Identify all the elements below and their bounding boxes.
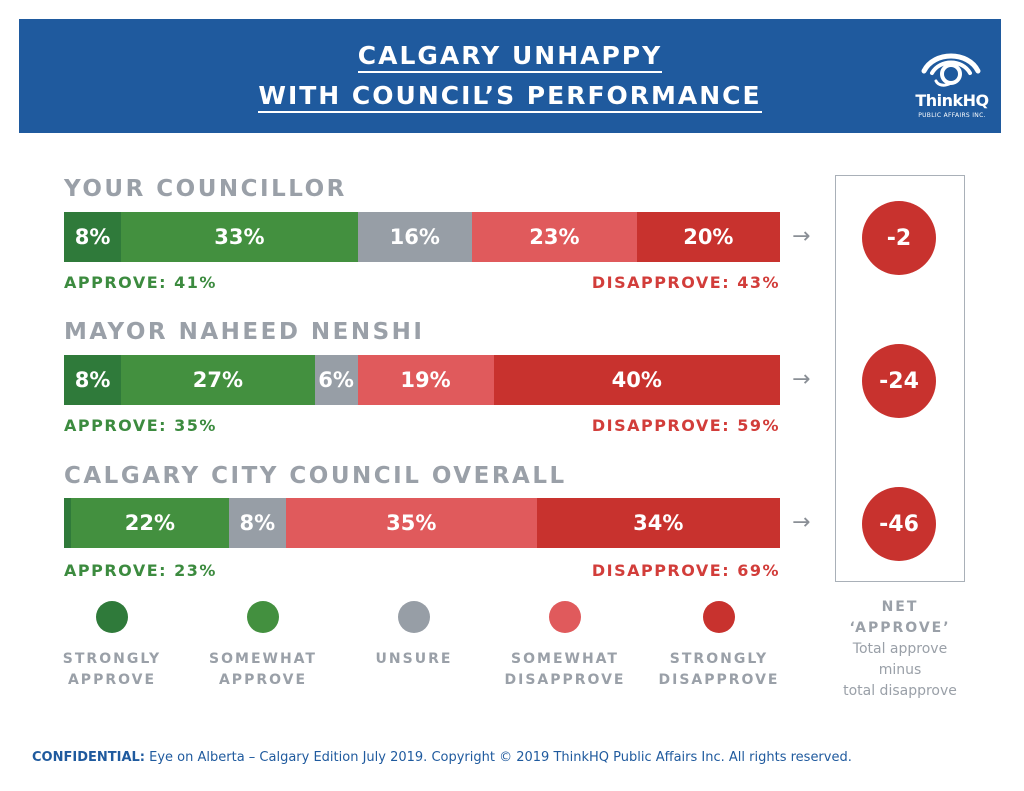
bar-segment: 35%: [285, 498, 537, 548]
header-banner: CALGARY UNHAPPY WITH COUNCIL’S PERFORMAN…: [19, 19, 1001, 133]
legend-item: SOMEWHAT APPROVE: [188, 601, 338, 691]
row-label: MAYOR NAHEED NENSHI: [64, 319, 425, 345]
footer-confidential: CONFIDENTIAL:: [32, 750, 145, 765]
arrow-right-icon: →: [792, 224, 811, 249]
bar-segment: 8%: [64, 355, 122, 405]
disapprove-total: DISAPPROVE: 59%: [591, 416, 780, 435]
bar-segment: 16%: [357, 212, 473, 262]
bar-segment: 33%: [121, 212, 358, 262]
approve-total: APPROVE: 23%: [64, 561, 217, 580]
bar-segment: 40%: [493, 355, 780, 405]
net-approve-box: [835, 175, 965, 582]
legend-item: STRONGLY DISAPPROVE: [644, 601, 794, 691]
bar-segment: 22%: [71, 498, 229, 548]
legend-label: STRONGLY APPROVE: [62, 651, 162, 688]
legend-label: UNSURE: [375, 651, 453, 667]
title-line-2: WITH COUNCIL’S PERFORMANCE: [258, 81, 762, 113]
legend-item: SOMEWHAT DISAPPROVE: [490, 601, 640, 691]
stacked-bar: 22% 8% 35% 34%: [64, 498, 780, 548]
legend-swatch: [398, 601, 430, 633]
footer: CONFIDENTIAL: Eye on Alberta – Calgary E…: [32, 750, 852, 765]
footer-text: Eye on Alberta – Calgary Edition July 20…: [145, 750, 852, 765]
bar-segment: 8%: [228, 498, 286, 548]
disapprove-total: DISAPPROVE: 43%: [591, 273, 780, 292]
stacked-bar: 8% 27% 6% 19% 40%: [64, 355, 780, 405]
thinkhq-logo: ThinkHQ PUBLIC AFFAIRS INC.: [912, 41, 992, 141]
approve-total: APPROVE: 41%: [64, 273, 217, 292]
bar-segment: 23%: [472, 212, 637, 262]
legend-swatch: [247, 601, 279, 633]
logo-name: ThinkHQ: [915, 91, 989, 110]
bar-segment: 34%: [536, 498, 780, 548]
net-approve-value: -24: [862, 344, 936, 418]
stacked-bar: 8% 33% 16% 23% 20%: [64, 212, 780, 262]
arrow-right-icon: →: [792, 367, 811, 392]
bar-segment: 8%: [64, 212, 122, 262]
net-caption-description: Total approve minus total disapprove: [843, 641, 957, 699]
bar-segment: 20%: [636, 212, 780, 262]
disapprove-total: DISAPPROVE: 69%: [591, 561, 780, 580]
eye-logo-icon: [921, 53, 981, 87]
bar-segment: 27%: [121, 355, 315, 405]
legend-swatch: [96, 601, 128, 633]
legend-item: UNSURE: [339, 601, 489, 670]
net-caption: NET ‘APPROVE’ Total approve minus total …: [815, 597, 985, 702]
legend-label: STRONGLY DISAPPROVE: [658, 651, 780, 688]
legend-swatch: [549, 601, 581, 633]
bar-segment: 19%: [357, 355, 494, 405]
net-approve-value: -2: [862, 201, 936, 275]
legend-label: SOMEWHAT APPROVE: [209, 651, 317, 688]
row-label: YOUR COUNCILLOR: [64, 176, 347, 202]
bar-segment: 6%: [314, 355, 358, 405]
legend-item: STRONGLY APPROVE: [37, 601, 187, 691]
net-caption-title: NET ‘APPROVE’: [849, 599, 951, 636]
net-approve-value: -46: [862, 487, 936, 561]
arrow-right-icon: →: [792, 510, 811, 535]
row-label: CALGARY CITY COUNCIL OVERALL: [64, 463, 567, 489]
title-line-1: CALGARY UNHAPPY: [357, 41, 663, 73]
logo-subtitle: PUBLIC AFFAIRS INC.: [918, 112, 986, 119]
legend-swatch: [703, 601, 735, 633]
legend-label: SOMEWHAT DISAPPROVE: [504, 651, 626, 688]
approve-total: APPROVE: 35%: [64, 416, 217, 435]
bar-segment: [64, 498, 72, 548]
